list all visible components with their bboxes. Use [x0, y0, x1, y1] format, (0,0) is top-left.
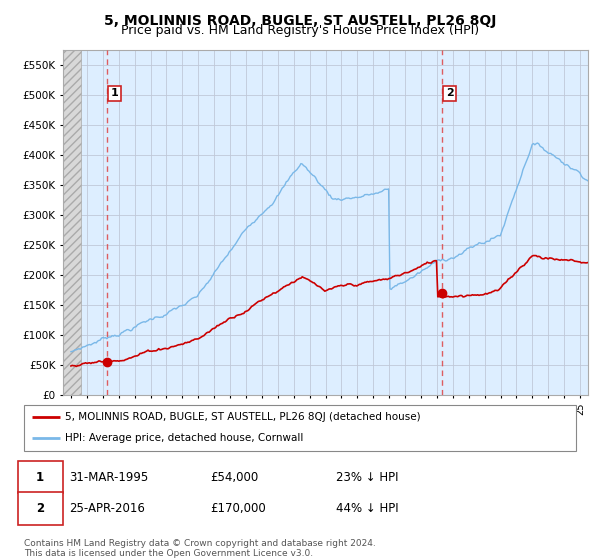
Text: 1: 1 [36, 470, 44, 484]
Text: 23% ↓ HPI: 23% ↓ HPI [336, 470, 398, 484]
Text: 25-APR-2016: 25-APR-2016 [69, 502, 145, 515]
Text: Contains HM Land Registry data © Crown copyright and database right 2024.
This d: Contains HM Land Registry data © Crown c… [24, 539, 376, 558]
Text: 31-MAR-1995: 31-MAR-1995 [69, 470, 148, 484]
Text: Price paid vs. HM Land Registry's House Price Index (HPI): Price paid vs. HM Land Registry's House … [121, 24, 479, 37]
Text: 1: 1 [111, 88, 118, 99]
Text: £170,000: £170,000 [210, 502, 266, 515]
Bar [63, 50, 81, 395]
Text: 5, MOLINNIS ROAD, BUGLE, ST AUSTELL, PL26 8QJ (detached house): 5, MOLINNIS ROAD, BUGLE, ST AUSTELL, PL2… [65, 412, 421, 422]
Text: 2: 2 [446, 88, 454, 99]
FancyBboxPatch shape [24, 405, 576, 451]
Text: HPI: Average price, detached house, Cornwall: HPI: Average price, detached house, Corn… [65, 433, 304, 444]
Text: 2: 2 [36, 502, 44, 515]
Text: 5, MOLINNIS ROAD, BUGLE, ST AUSTELL, PL26 8QJ: 5, MOLINNIS ROAD, BUGLE, ST AUSTELL, PL2… [104, 14, 496, 28]
Text: £54,000: £54,000 [210, 470, 258, 484]
Text: 44% ↓ HPI: 44% ↓ HPI [336, 502, 398, 515]
